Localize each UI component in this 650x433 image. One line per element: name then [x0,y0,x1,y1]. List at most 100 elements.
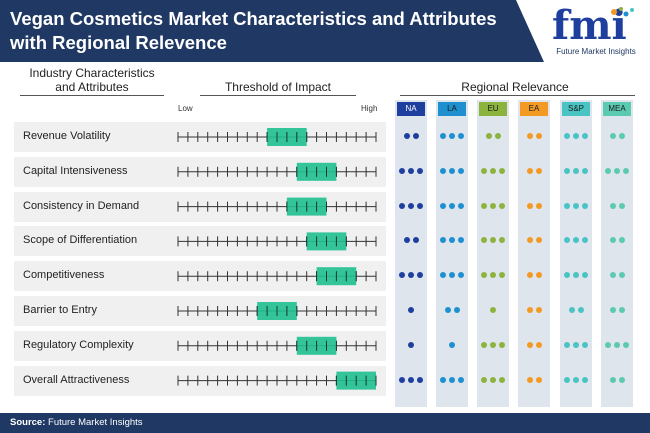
row-label: Capital Intensiveness [23,164,128,177]
source-label: Source: [10,417,46,428]
chart-title-line2: with Regional Relevence [10,32,227,53]
relevance-dot [494,133,501,139]
fmi-logo: fmi Future Market Insights [552,3,636,56]
row-label: Regulatory Complexity [23,338,134,351]
relevance-dot [618,202,625,209]
relevance-dot [577,307,584,313]
relevance-dot [490,341,496,348]
row-label: Consistency in Demand [23,199,140,212]
relevance-dot [412,133,419,139]
logo-tagline: Future Market Insights [556,47,636,56]
relevance-dot [582,376,588,383]
relevance-dot [449,237,455,244]
relevance-dot [449,376,455,383]
relevance-dot [408,272,414,279]
relevance-dot [490,272,496,279]
relevance-dot [526,167,533,174]
relevance-dot [582,167,588,174]
relevance-dot [490,202,496,209]
relevance-dot [535,167,542,174]
high-label: High [361,104,378,113]
relevance-dot [573,133,579,139]
relevance-dot [582,133,588,139]
relevance-dot [449,202,455,209]
relevance-dot [440,272,446,279]
source-text: Future Market Insights [45,417,143,428]
relevance-dot [526,202,533,209]
relevance-dot [535,341,542,348]
relevance-dot [573,272,579,279]
relevance-dot [618,307,625,313]
relevance-dot [582,341,588,348]
relevance-dot [564,272,570,279]
relevance-dot [623,341,629,348]
relevance-dot [526,237,533,244]
relevance-dot [490,307,496,313]
relevance-dot [458,133,464,139]
relevance-dot [609,237,616,244]
relevance-dot [408,202,414,209]
relevance-dot [535,133,542,139]
relevance-dot [623,167,629,174]
relevance-dot [399,202,405,209]
relevance-dot [440,167,446,174]
relevance-dot [568,307,575,313]
relevance-dot [481,341,487,348]
relevance-dot [408,167,414,174]
relevance-dot [564,376,570,383]
relevance-dot [609,272,616,279]
relevance-dot [444,307,451,313]
logo-dot [611,9,617,15]
relevance-dot [403,133,410,139]
relevance-dot [417,272,423,279]
relevance-dot [564,341,570,348]
relevance-dot [499,237,505,244]
relevance-dot [458,237,464,244]
region-badge: NA [397,102,425,116]
relevance-dot [399,167,405,174]
logo-dot [619,7,623,11]
relevance-dot [499,376,505,383]
relevance-dot [449,167,455,174]
relevance-dot [481,237,487,244]
region-badge: LA [438,102,466,116]
header-diagonal [516,0,544,62]
relevance-dot [440,237,446,244]
relevance-dot [526,341,533,348]
relevance-dot [618,133,625,139]
row-label: Overall Attractiveness [23,373,130,386]
relevance-dot [440,202,446,209]
row-background: Consistency in Demand [14,191,386,222]
region-badge: EU [479,102,507,116]
relevance-dot [609,376,616,383]
logo-dot [623,11,629,17]
relevance-dot [605,341,611,348]
region-badge: S&P [562,102,590,116]
relevance-dot [417,167,423,174]
relevance-dot [440,376,446,383]
relevance-dot [535,307,542,313]
low-label: Low [178,104,193,113]
relevance-dot [609,307,616,313]
region-column [477,100,509,407]
relevance-dot [481,202,487,209]
header-divider [20,95,164,96]
relevance-dot [564,237,570,244]
relevance-dot [458,202,464,209]
relevance-dot [408,376,414,383]
relevance-dot [481,167,487,174]
relevance-dot [490,237,496,244]
relevance-dot [499,272,505,279]
chart-title: Vegan Cosmetics Market Characteristics a… [10,7,497,55]
relevance-dot [403,237,410,244]
relevance-dot [573,202,579,209]
chart-title-line1: Vegan Cosmetics Market Characteristics a… [10,8,497,29]
relevance-dot [408,341,414,348]
row-label: Competitiveness [23,269,105,282]
relevance-dot [582,202,588,209]
characteristics-header-line1: Industry Characteristics [29,66,155,80]
regional-header: Regional Relevance [461,80,569,94]
relevance-dot [458,167,464,174]
relevance-dot [564,167,570,174]
